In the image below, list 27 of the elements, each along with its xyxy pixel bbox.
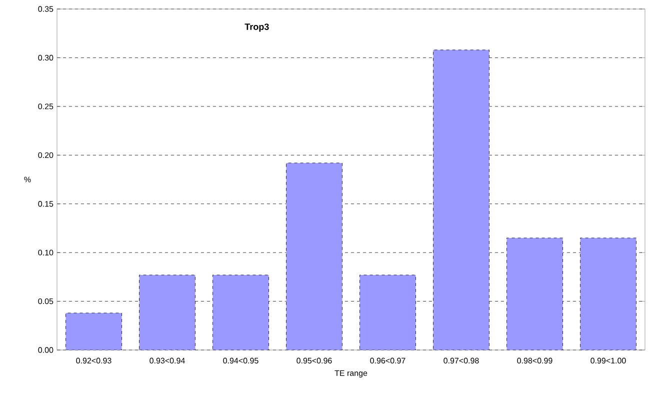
bar bbox=[66, 312, 122, 350]
y-axis-title: % bbox=[24, 176, 31, 182]
y-tick-label: 0.05 bbox=[38, 298, 54, 304]
text: Trop3 bbox=[244, 24, 269, 32]
bar bbox=[506, 238, 563, 350]
x-tick-label: 0.93<0.94 bbox=[150, 358, 185, 364]
x-tick-label: 0.92<0.93 bbox=[76, 358, 112, 364]
y-tick-label: 0.25 bbox=[38, 104, 54, 110]
y-tick-label: 0.30 bbox=[38, 54, 54, 61]
bar bbox=[212, 274, 269, 350]
x-tick-label: 0.95<0.96 bbox=[296, 358, 332, 364]
x-tick-label: 0.98<0.99 bbox=[517, 358, 552, 364]
x-tick-label: 0.94<0.95 bbox=[223, 358, 258, 364]
bar bbox=[139, 274, 196, 350]
y-tick-label: 0.00 bbox=[38, 347, 54, 353]
y-tick-label: 0.15 bbox=[38, 201, 54, 207]
bar bbox=[286, 162, 342, 350]
y-tick-label: 0.10 bbox=[38, 250, 54, 256]
bar bbox=[580, 238, 636, 350]
x-tick-label: 0.99<1.00 bbox=[590, 358, 626, 364]
x-tick-label: 0.97<0.98 bbox=[444, 358, 479, 364]
x-axis-title: TE range bbox=[334, 370, 368, 378]
bar bbox=[360, 274, 416, 350]
y-tick-label: 0.20 bbox=[38, 152, 54, 158]
bar bbox=[433, 50, 490, 350]
y-tick-label: 0.35 bbox=[38, 6, 54, 12]
x-tick-label: 0.96<0.97 bbox=[370, 358, 406, 364]
